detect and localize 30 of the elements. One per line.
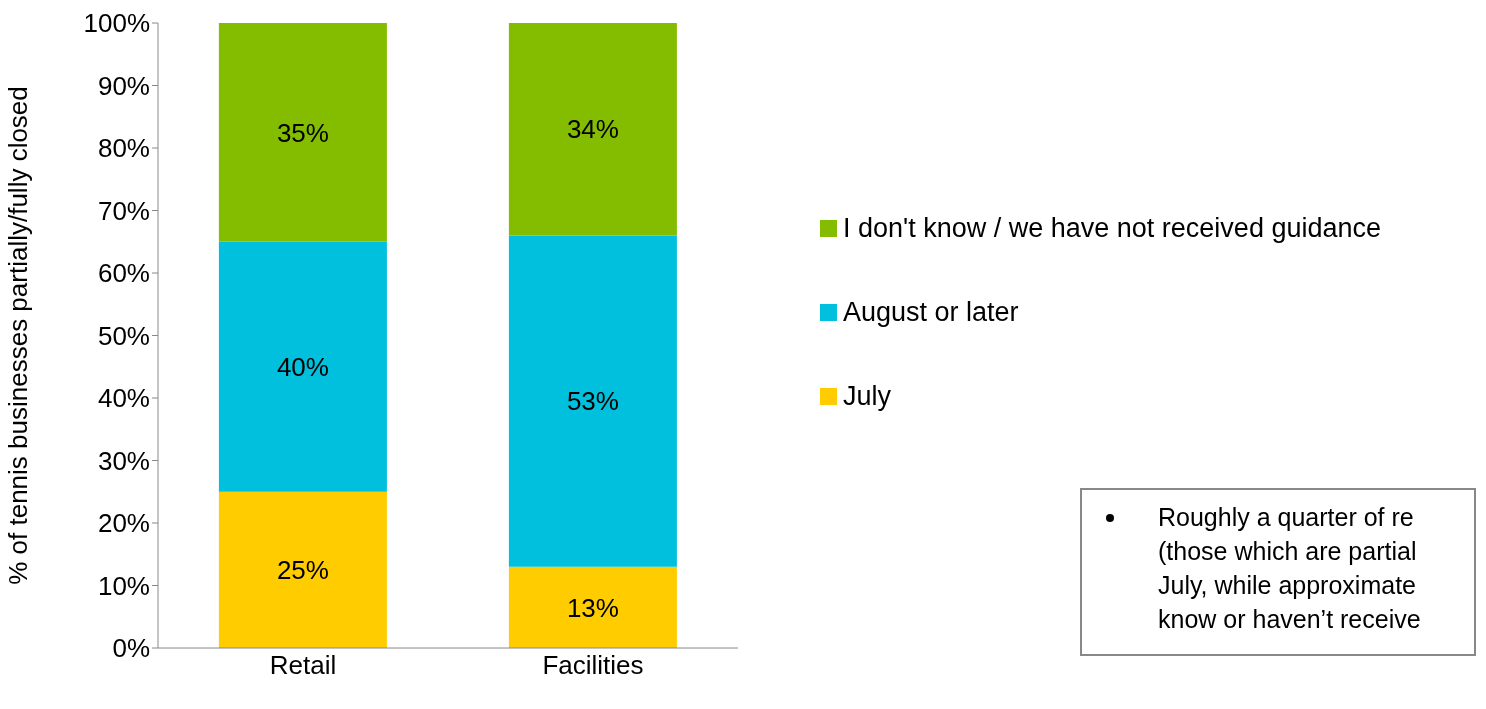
y-tick-label: 100% xyxy=(83,8,150,39)
data-label: 40% xyxy=(276,351,329,382)
x-tick-label: Retail xyxy=(269,650,337,681)
bar xyxy=(218,23,387,242)
data-label: 35% xyxy=(276,117,329,148)
legend-label: August or later xyxy=(843,296,1019,328)
bar xyxy=(508,235,677,567)
y-tick-label: 50% xyxy=(97,320,150,351)
data-label: 53% xyxy=(566,386,619,417)
x-tick-label: Facilities xyxy=(542,650,644,681)
y-axis-title: % of tennis businesses partially/fully closed xyxy=(3,86,34,585)
bar xyxy=(508,23,677,236)
data-label: 34% xyxy=(566,114,619,145)
y-tick-label: 0% xyxy=(112,633,150,664)
y-tick-label: 30% xyxy=(97,445,150,476)
y-tick-label: 10% xyxy=(97,570,150,601)
bar xyxy=(218,491,387,648)
y-tick-label: 20% xyxy=(97,508,150,539)
data-label: 13% xyxy=(566,592,619,623)
y-tick-label: 70% xyxy=(97,195,150,226)
y-tick-label: 80% xyxy=(97,133,150,164)
bar xyxy=(218,241,387,492)
data-label: 25% xyxy=(276,555,329,586)
y-tick-label: 60% xyxy=(97,258,150,289)
y-tick-label: 90% xyxy=(97,70,150,101)
text: Roughly a quarter of re (those which are partial July, while approximate know or haven’t receive xyxy=(1158,502,1421,635)
y-tick-label: 40% xyxy=(97,383,150,414)
legend-label: July xyxy=(843,380,892,412)
legend-label: I don't know / we have not received guidance xyxy=(843,212,1381,244)
bar xyxy=(508,566,677,648)
